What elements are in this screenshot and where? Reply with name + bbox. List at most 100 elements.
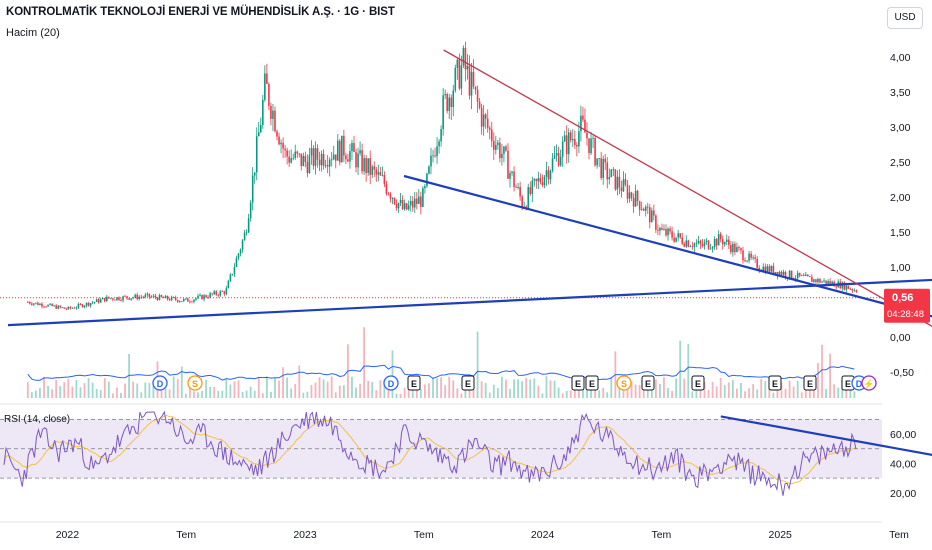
earnings-badge[interactable] (641, 375, 655, 391)
volume-bar (744, 391, 746, 398)
volume-bar (302, 392, 305, 398)
candle-body (383, 175, 386, 184)
candle-body (600, 158, 602, 179)
candle-body (401, 199, 404, 210)
volume-bar (675, 378, 678, 398)
candle-body (191, 301, 193, 303)
candle-body (45, 306, 47, 308)
candle-body (284, 148, 286, 151)
dividend-badge[interactable] (152, 375, 168, 391)
candle-body (772, 266, 775, 274)
event-marker-earnings[interactable]: E (407, 375, 421, 391)
volume-bar (480, 381, 483, 398)
volume-indicator-label[interactable]: Hacim (20) (6, 27, 60, 39)
event-marker-earnings[interactable]: E (641, 375, 655, 391)
candle-body (582, 115, 584, 120)
volume-bar (383, 380, 386, 398)
volume-bar (796, 380, 799, 398)
price-tick-label: 3,00 (890, 122, 911, 134)
split-badge[interactable] (616, 375, 632, 391)
candle-body (85, 302, 88, 306)
event-marker-label: ⚡ (863, 378, 874, 390)
event-marker-dividend[interactable]: D (383, 375, 399, 391)
candle-body (225, 288, 228, 295)
candle-body (47, 304, 49, 307)
candle-body (81, 304, 84, 308)
candle-body (97, 299, 100, 303)
candle-body (851, 289, 854, 291)
volume-bar (772, 392, 775, 398)
candle-body (266, 73, 268, 84)
volume-bar (748, 388, 750, 398)
volume-bar (391, 350, 394, 398)
candle-body (719, 233, 722, 240)
volume-bar (638, 385, 641, 398)
event-marker-split[interactable]: S (616, 375, 632, 391)
candle-body (580, 115, 582, 132)
candle-body (172, 296, 175, 298)
volume-bar (290, 388, 293, 398)
candle-body (403, 203, 406, 210)
candle-body (83, 305, 86, 308)
candle-body (308, 155, 311, 174)
candle-body (549, 170, 552, 180)
candle-body (527, 187, 530, 209)
volume-bar (172, 376, 175, 398)
event-marker-dividend[interactable]: D (152, 375, 168, 391)
candle-body (345, 155, 347, 160)
candle-body (452, 90, 455, 107)
time-tick-label: 2025 (769, 529, 793, 541)
dividend-badge[interactable] (383, 375, 399, 391)
split-badge[interactable] (187, 375, 203, 391)
earnings-badge[interactable] (768, 375, 782, 391)
earnings-badge[interactable] (803, 375, 817, 391)
candle-body (330, 159, 333, 161)
earnings-badge[interactable] (461, 375, 475, 391)
resistance-trendline[interactable] (443, 49, 932, 330)
candle-body (620, 187, 623, 192)
candle-body (219, 291, 222, 296)
candle-body (310, 148, 313, 156)
candle-body (174, 297, 177, 300)
event-marker-earnings[interactable]: E (803, 375, 817, 391)
candle-body (608, 177, 611, 180)
event-marker-earnings[interactable]: E (571, 375, 585, 391)
volume-bar (43, 376, 45, 398)
candle-body (667, 228, 669, 236)
candle-body (770, 266, 773, 272)
event-marker-earnings[interactable]: E (585, 375, 599, 391)
event-marker-earnings[interactable]: E (768, 375, 782, 391)
candle-body (798, 272, 801, 276)
earnings-badge[interactable] (407, 375, 421, 391)
earnings-badge[interactable] (691, 375, 705, 391)
earnings-badge[interactable] (571, 375, 585, 391)
volume-bar (424, 384, 426, 398)
volume-bar (525, 377, 528, 398)
flash-badge[interactable] (861, 375, 877, 391)
candle-body (482, 114, 485, 127)
candle-body (492, 141, 495, 150)
candle-body (211, 293, 213, 295)
candle-body (594, 137, 596, 166)
price-tick-label: 4,00 (890, 52, 911, 64)
volume-bar (780, 382, 783, 398)
event-marker-split[interactable]: S (187, 375, 203, 391)
support-trendline[interactable] (7, 278, 932, 327)
event-marker-earnings[interactable]: E (691, 375, 705, 391)
event-marker-flash[interactable]: ⚡ (861, 375, 877, 391)
volume-bar (164, 388, 167, 398)
volume-bar (784, 388, 787, 398)
volume-bar (79, 387, 82, 398)
rsi-trendline[interactable] (720, 415, 932, 457)
candle-body (740, 248, 742, 251)
lower-trendline[interactable] (403, 174, 932, 318)
earnings-badge[interactable] (585, 375, 599, 391)
volume-bar (298, 365, 301, 398)
candle-body (122, 296, 124, 301)
candle-body (456, 59, 459, 68)
event-marker-earnings[interactable]: E (461, 375, 475, 391)
currency-button[interactable]: USD (887, 7, 923, 29)
candle-body (541, 182, 544, 186)
rsi-title[interactable]: RSI (14, close) (4, 414, 70, 425)
